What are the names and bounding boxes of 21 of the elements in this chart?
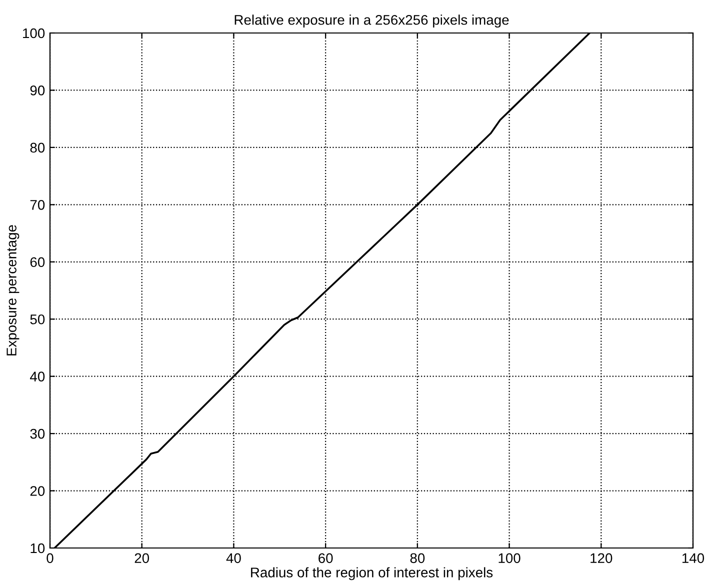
x-tick-label: 140 <box>682 553 704 564</box>
x-tick-label: 80 <box>410 553 425 564</box>
y-tick-label: 70 <box>30 200 45 210</box>
y-tick-label: 10 <box>30 543 45 554</box>
x-tick-label: 120 <box>590 553 612 564</box>
chart-title: Relative exposure in a 256x256 pixels image <box>234 14 509 28</box>
x-tick-label: 0 <box>46 553 54 564</box>
y-tick-label: 60 <box>30 257 45 268</box>
y-tick-label: 40 <box>30 372 45 382</box>
y-tick-label: 80 <box>30 142 45 153</box>
x-axis-title: Radius of the region of interest in pixels <box>251 567 493 580</box>
x-tick-label: 20 <box>134 553 150 564</box>
y-tick-label: 100 <box>23 28 45 38</box>
x-tick-label: 60 <box>318 553 333 564</box>
y-axis-title: Exposure percentage <box>6 225 20 356</box>
y-tick-label: 50 <box>30 314 45 324</box>
y-tick-label: 90 <box>30 86 45 96</box>
y-tick-label: 30 <box>30 428 45 439</box>
y-tick-label: 20 <box>30 486 45 496</box>
x-tick-label: 40 <box>226 553 241 564</box>
x-tick-label: 100 <box>498 553 520 564</box>
